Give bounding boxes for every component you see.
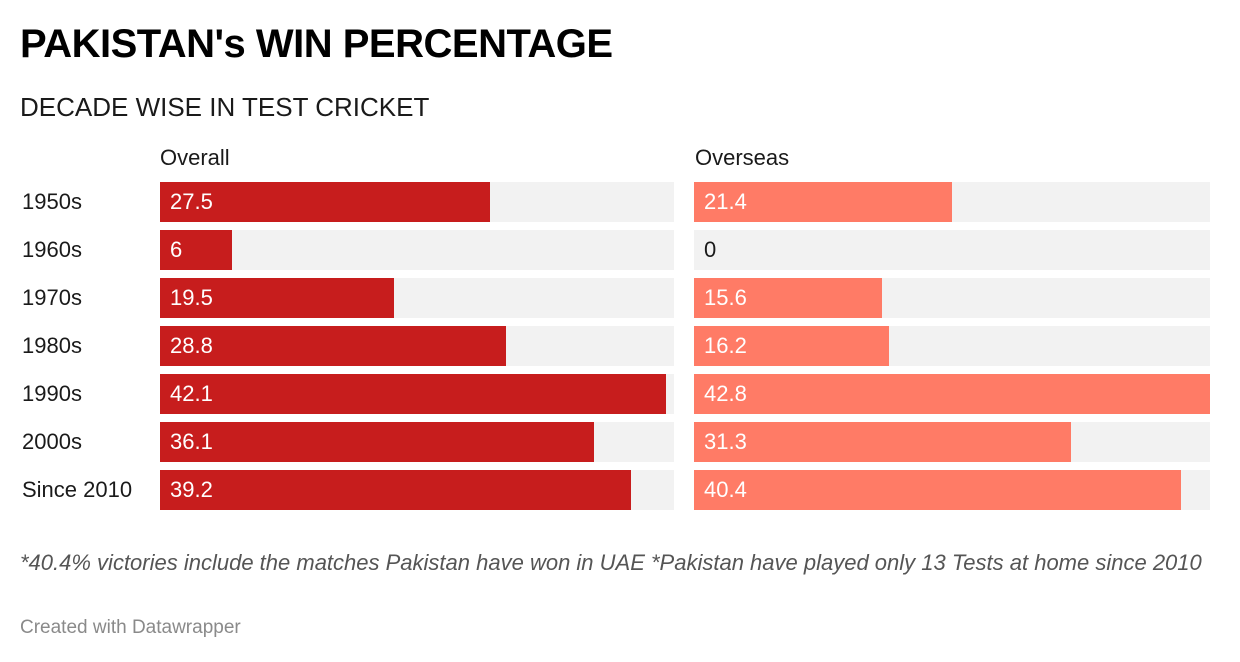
bar-track-overall: 39.2 (160, 470, 674, 510)
bar-track-overseas: 15.6 (694, 278, 1210, 318)
value-label-overseas-1990s: 42.8 (704, 374, 747, 414)
category-label-1970s: 1970s (22, 278, 82, 318)
value-label-overseas-2000s: 31.3 (704, 422, 747, 462)
bar-overseas-1990s (694, 374, 1210, 414)
chart-notes: *40.4% victories include the matches Pak… (20, 549, 1220, 577)
value-label-overall-2000s: 36.1 (170, 422, 213, 462)
column-header-overseas: Overseas (695, 145, 789, 171)
bar-track-overseas: 31.3 (694, 422, 1210, 462)
value-label-overall-1960s: 6 (170, 230, 182, 270)
credit-line: Created with Datawrapper (20, 617, 241, 639)
value-label-overseas-1970s: 15.6 (704, 278, 747, 318)
value-label-overall-1970s: 19.5 (170, 278, 213, 318)
value-label-overall-1980s: 28.8 (170, 326, 213, 366)
category-label-1990s: 1990s (22, 374, 82, 414)
chart-subtitle: DECADE WISE IN TEST CRICKET (20, 92, 429, 123)
column-header-overall: Overall (160, 145, 230, 171)
category-label-2000s: 2000s (22, 422, 82, 462)
bar-overseas-since-2010 (694, 470, 1181, 510)
bar-track-overseas: 21.4 (694, 182, 1210, 222)
bar-track-overall: 19.5 (160, 278, 674, 318)
value-label-overall-since-2010: 39.2 (170, 470, 213, 510)
bar-track-overall: 36.1 (160, 422, 674, 462)
chart-title: PAKISTAN's WIN PERCENTAGE (20, 22, 613, 67)
bar-overseas-2000s (694, 422, 1071, 462)
bar-overall-since-2010 (160, 470, 631, 510)
category-label-1980s: 1980s (22, 326, 82, 366)
bar-track-overseas: 0 (694, 230, 1210, 270)
bar-overall-2000s (160, 422, 594, 462)
bar-track-overseas: 40.4 (694, 470, 1210, 510)
value-label-overseas-1980s: 16.2 (704, 326, 747, 366)
bar-track-overall: 6 (160, 230, 674, 270)
bar-track-overall: 27.5 (160, 182, 674, 222)
value-label-overall-1950s: 27.5 (170, 182, 213, 222)
value-label-overseas-1950s: 21.4 (704, 182, 747, 222)
bar-track-overseas: 42.8 (694, 374, 1210, 414)
bar-track-overall: 28.8 (160, 326, 674, 366)
bar-overall-1990s (160, 374, 666, 414)
value-label-overall-1990s: 42.1 (170, 374, 213, 414)
value-label-overseas-since-2010: 40.4 (704, 470, 747, 510)
category-label-since-2010: Since 2010 (22, 470, 132, 510)
bar-track-overseas: 16.2 (694, 326, 1210, 366)
value-label-overseas-1960s: 0 (704, 230, 716, 270)
category-label-1960s: 1960s (22, 230, 82, 270)
bar-track-overall: 42.1 (160, 374, 674, 414)
category-label-1950s: 1950s (22, 182, 82, 222)
